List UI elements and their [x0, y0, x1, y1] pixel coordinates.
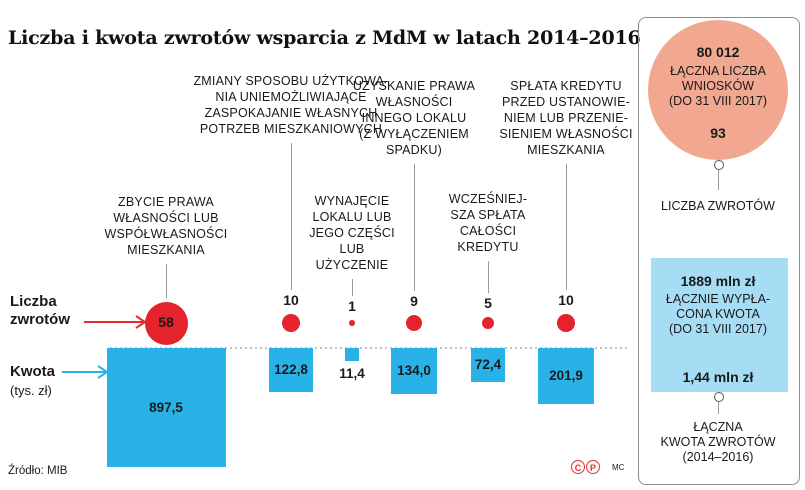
category-caption-line: ZBYCIE PRAWA — [118, 195, 214, 209]
paid-label-3: (DO 31 VIII 2017) — [669, 322, 767, 336]
applications-circle — [648, 20, 788, 160]
applications-value: 80 012 — [696, 44, 740, 60]
paid-label-2: CONA KWOTA — [676, 307, 760, 321]
category-caption-line: ZMIANY SPOSOBU UŻYTKOWA- — [193, 74, 389, 88]
amount-label: 134,0 — [397, 362, 431, 378]
count-label: 58 — [158, 314, 174, 330]
amount-label: 897,5 — [149, 399, 183, 415]
applications-label-1: ŁĄCZNA LICZBA — [670, 64, 766, 78]
count-label: 5 — [484, 294, 492, 311]
category-caption-line: WCZEŚNIEJ- — [448, 192, 528, 206]
count-label: 10 — [283, 292, 299, 309]
category-caption-line: MIESZKANIA — [527, 143, 605, 157]
category-caption-line: UŻYCZENIE — [315, 258, 389, 272]
paid-box — [651, 258, 788, 392]
category-caption-line: NIA UNIEMOŻLIWIAJĄCE — [215, 90, 367, 104]
chart-title: Liczba i kwota zwrotów wsparcia z MdM w … — [8, 27, 641, 49]
summary-panel — [638, 17, 800, 485]
category-caption-line: KREDYTU — [457, 240, 519, 254]
author-mark: MC — [612, 463, 625, 472]
category-caption-line: WYNAJĘCIE — [314, 194, 390, 208]
leader-line — [291, 143, 292, 291]
category-caption-line: MIESZKANIA — [127, 243, 205, 257]
count-label: 1 — [348, 298, 356, 315]
amount-row-label-2: (tys. zł) — [10, 383, 52, 398]
amount-box — [537, 348, 595, 405]
leader-line — [352, 279, 353, 297]
leader-line — [718, 170, 719, 190]
amount-label: 122,8 — [274, 362, 308, 377]
returned-label-1: ŁĄCZNA — [693, 420, 743, 434]
category-caption-line: NIEM LUB PRZENIE- — [503, 111, 629, 125]
leader-dot-icon — [714, 392, 724, 402]
returns-label: LICZBA ZWROTÓW — [661, 199, 775, 213]
category-caption-line: POTRZEB MIESZKANIOWYCH — [199, 122, 383, 136]
category-caption-line: SIENIEM WŁASNOŚCI — [499, 127, 633, 141]
returned-label-2: KWOTA ZWROTÓW — [660, 435, 776, 449]
count-circle — [405, 314, 423, 332]
category-caption-line: WŁASNOŚCI — [375, 95, 453, 109]
category-caption-line: WSPÓŁWŁASNOŚCI — [104, 227, 228, 241]
applications-label-2: WNIOSKÓW — [681, 79, 755, 93]
category-caption-line: UZYSKANIE PRAWA — [352, 79, 476, 93]
leader-dot-icon — [714, 160, 724, 170]
count-circle — [349, 320, 355, 326]
category-caption-line: ZASPOKAJANIE WŁASNYCH — [204, 106, 378, 120]
count-label: 9 — [410, 292, 418, 309]
count-circle — [557, 314, 575, 332]
amount-label: 72,4 — [474, 356, 502, 372]
category-caption-line: SPŁATA KREDYTU — [510, 79, 622, 93]
count-row-label-1: Liczba — [10, 293, 57, 310]
leader-line — [566, 164, 567, 291]
amount-label: 201,9 — [549, 368, 583, 384]
amount-label: 11,4 — [339, 366, 365, 382]
count-circle — [282, 314, 300, 332]
category-caption-line: LOKALU LUB — [312, 210, 392, 224]
category-caption-line: (Z WYŁĄCZENIEM — [359, 127, 469, 141]
category-caption-line: WŁASNOŚCI LUB — [113, 211, 219, 225]
leader-line — [718, 402, 719, 414]
count-circle — [481, 316, 495, 330]
category-caption-line: SZA SPŁATA — [450, 208, 526, 222]
category-caption-line: JEGO CZĘŚCI — [309, 226, 395, 240]
leader-line — [414, 164, 415, 291]
category-caption-line: INNEGO LOKALU — [361, 111, 467, 125]
count-label: 10 — [558, 292, 574, 309]
leader-line — [166, 264, 167, 298]
amount-box — [268, 348, 313, 393]
applications-label-3: (DO 31 VIII 2017) — [669, 94, 767, 108]
amount-box — [345, 348, 359, 362]
copyright-p-icon: P — [586, 460, 600, 474]
source-note: Źródło: MIB — [8, 465, 68, 477]
count-row-label-2: zwrotów — [10, 311, 70, 328]
returns-count: 93 — [710, 125, 726, 141]
count-circle — [144, 301, 188, 345]
category-caption-line: PRZED USTANOWIE- — [502, 95, 630, 109]
amount-box — [391, 348, 437, 394]
category-caption-line: SPADKU) — [385, 143, 443, 157]
leader-line — [488, 261, 489, 293]
copyright-c-icon: C — [571, 460, 585, 474]
amount-row-label-1: Kwota — [10, 363, 55, 380]
amount-box — [471, 348, 505, 382]
returned-label-3: (2014–2016) — [682, 450, 754, 464]
category-caption-line: CAŁOŚCI — [459, 224, 517, 238]
amount-arrow-icon — [62, 365, 109, 379]
returned-value: 1,44 mln zł — [682, 369, 754, 385]
paid-value: 1889 mln zł — [680, 273, 756, 289]
category-caption-line: LUB — [339, 242, 365, 256]
count-arrow-icon — [84, 315, 147, 329]
amount-box — [106, 348, 226, 467]
paid-label-1: ŁĄCZNIE WYPŁA- — [665, 292, 771, 306]
